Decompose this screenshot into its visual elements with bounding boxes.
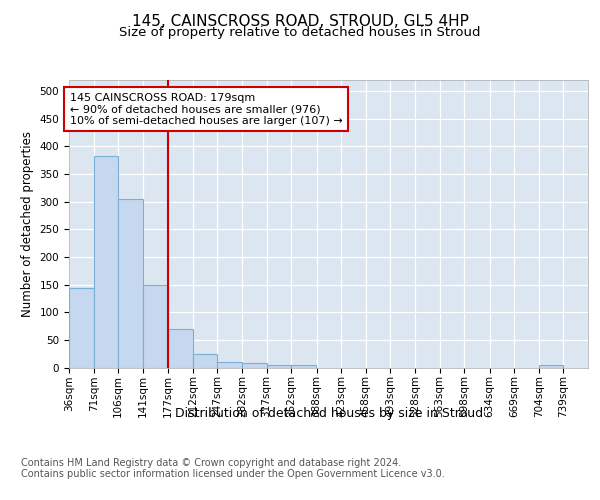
Text: Distribution of detached houses by size in Stroud: Distribution of detached houses by size … bbox=[175, 408, 483, 420]
Bar bbox=[193, 354, 217, 368]
Bar bbox=[69, 288, 94, 368]
Bar bbox=[143, 284, 167, 368]
Text: 145 CAINSCROSS ROAD: 179sqm
← 90% of detached houses are smaller (976)
10% of se: 145 CAINSCROSS ROAD: 179sqm ← 90% of det… bbox=[70, 92, 343, 126]
Bar bbox=[266, 364, 291, 368]
Bar bbox=[291, 366, 316, 368]
Text: Size of property relative to detached houses in Stroud: Size of property relative to detached ho… bbox=[119, 26, 481, 39]
Bar bbox=[539, 366, 563, 368]
Bar bbox=[242, 362, 266, 368]
Bar bbox=[94, 156, 118, 368]
Bar bbox=[217, 362, 242, 368]
Bar bbox=[118, 199, 143, 368]
Bar bbox=[168, 329, 193, 368]
Text: 145, CAINSCROSS ROAD, STROUD, GL5 4HP: 145, CAINSCROSS ROAD, STROUD, GL5 4HP bbox=[131, 14, 469, 28]
Text: Contains HM Land Registry data © Crown copyright and database right 2024.
Contai: Contains HM Land Registry data © Crown c… bbox=[21, 458, 445, 479]
Y-axis label: Number of detached properties: Number of detached properties bbox=[21, 130, 34, 317]
